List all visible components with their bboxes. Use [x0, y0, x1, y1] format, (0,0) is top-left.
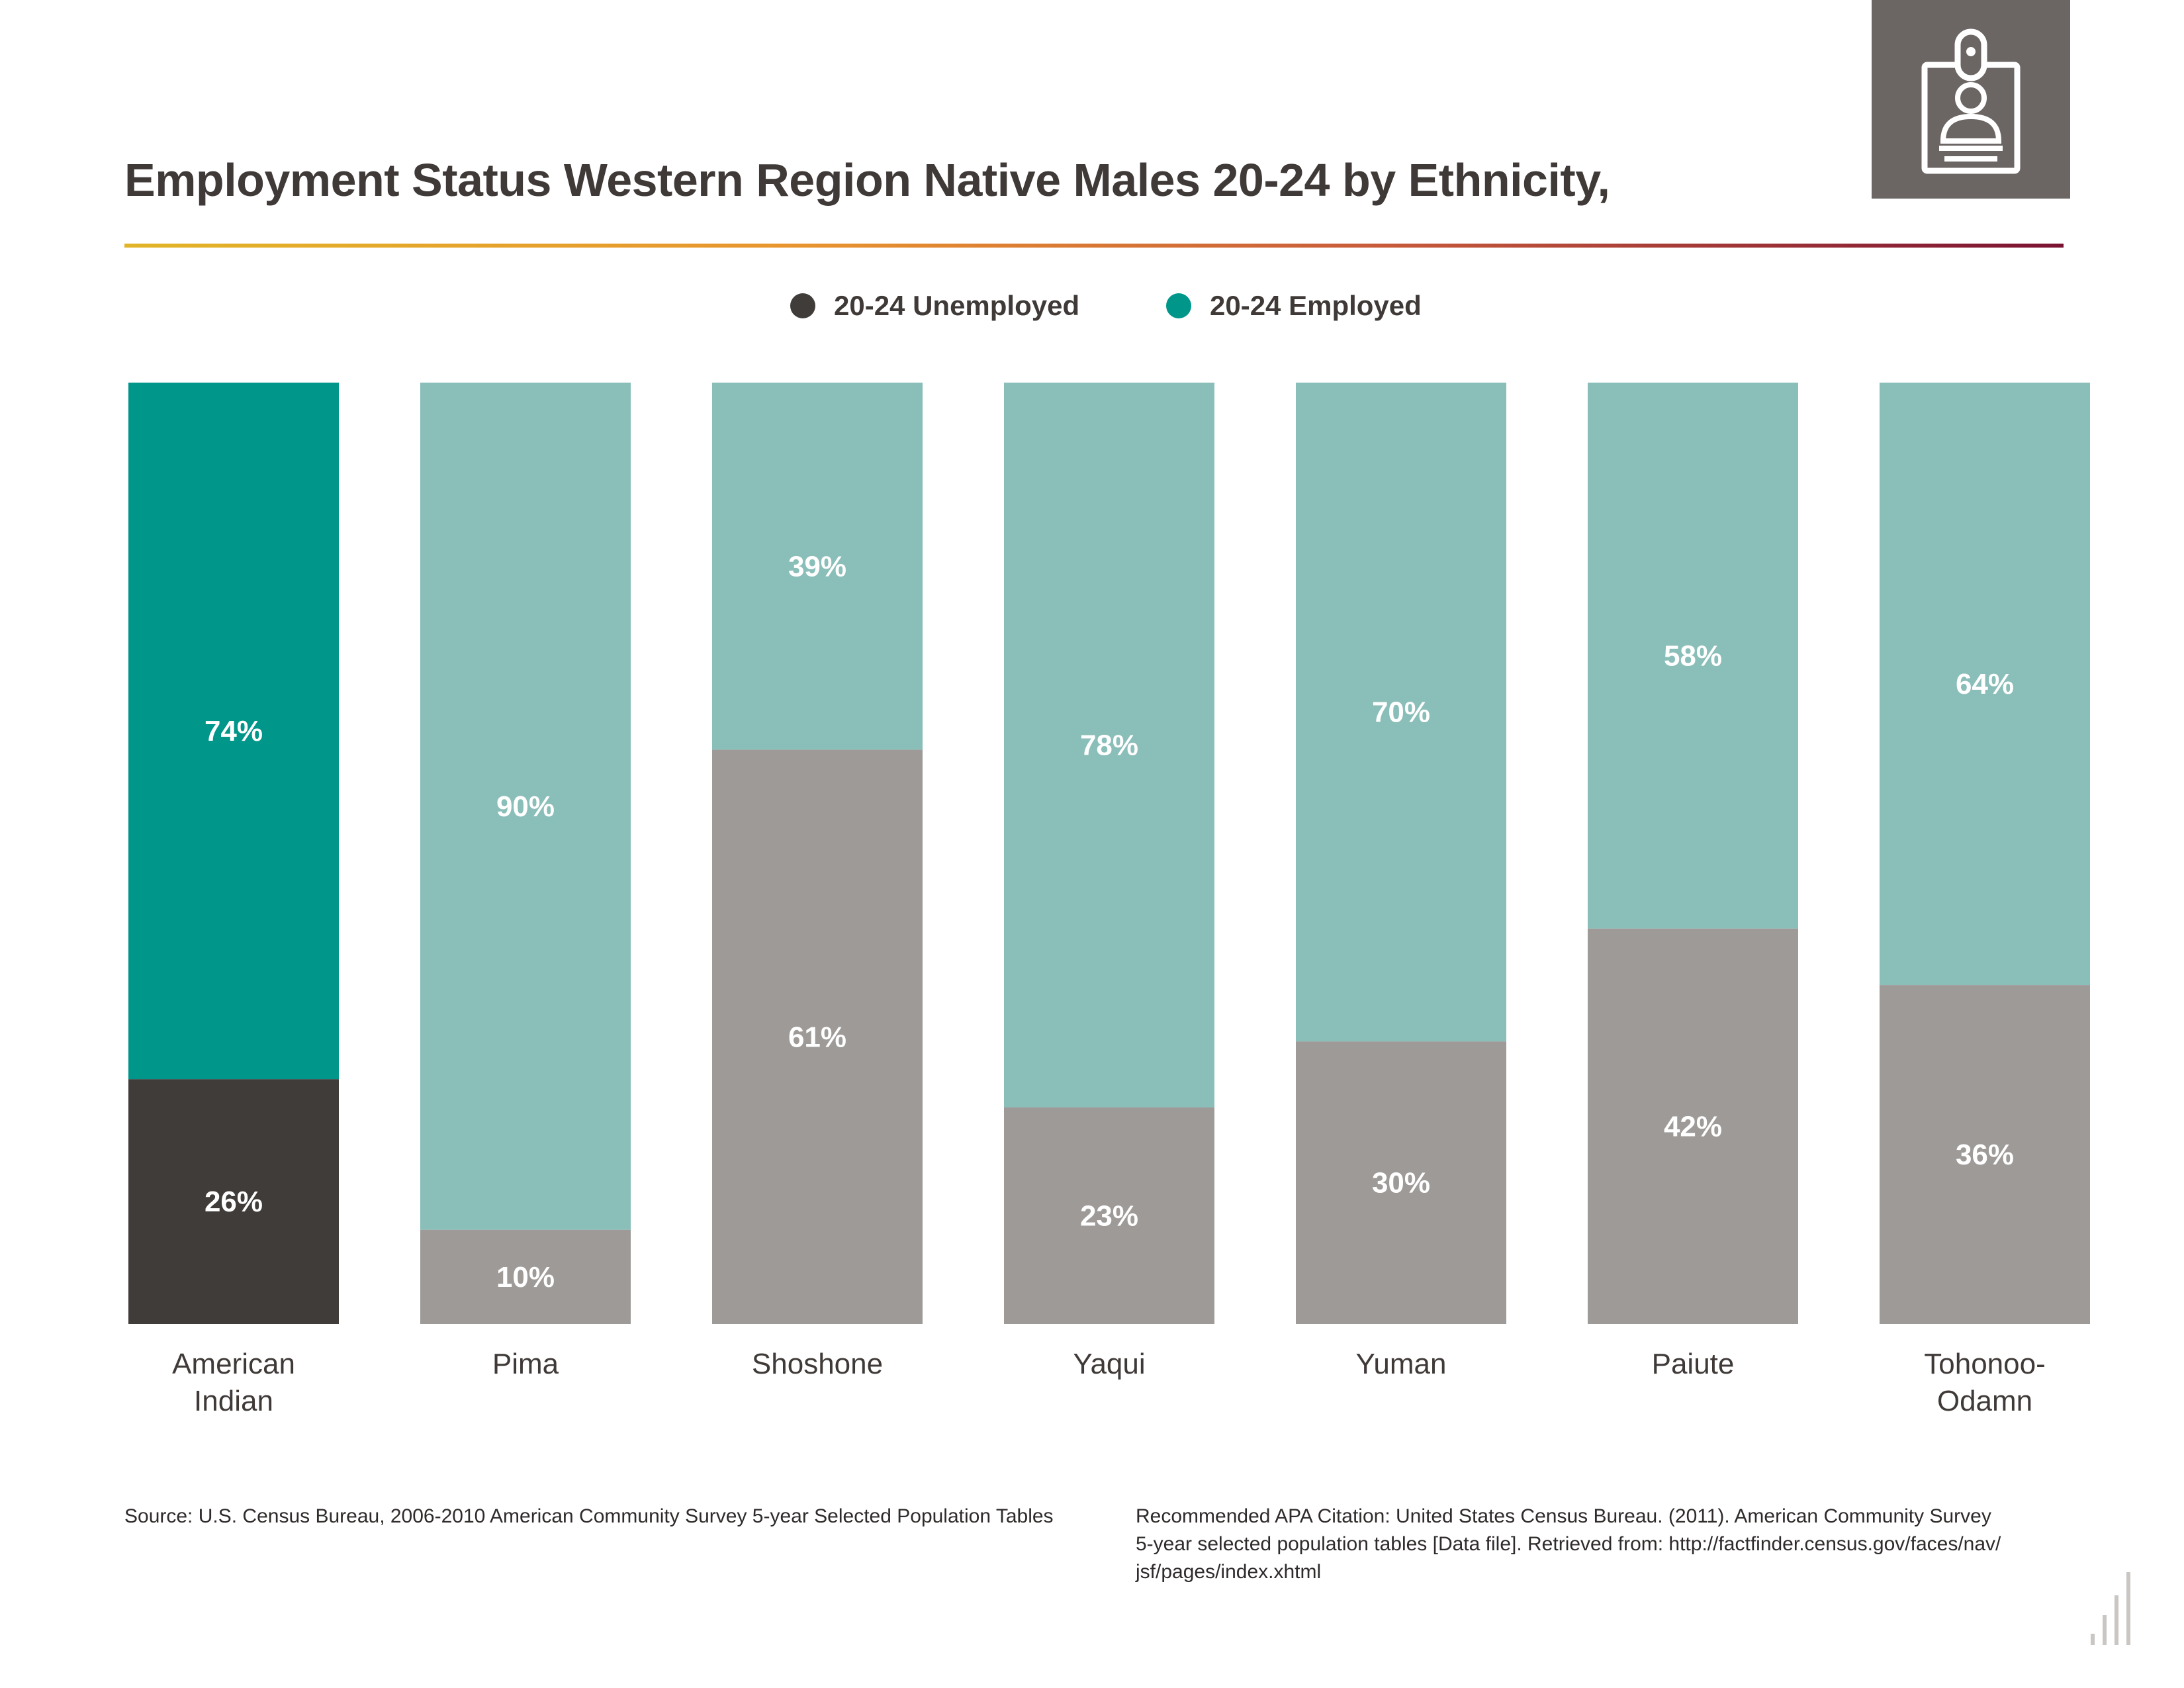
data-label-employed: 70%: [1372, 696, 1430, 729]
data-label-employed: 74%: [205, 715, 263, 747]
category-label: Odamn: [1937, 1385, 2032, 1417]
category-label: Indian: [194, 1385, 273, 1417]
bar-unemployed: [1004, 1107, 1214, 1324]
bar-employed: [1588, 383, 1798, 929]
bar-employed: [1296, 383, 1506, 1042]
category-label: Yaqui: [1073, 1348, 1145, 1380]
citation-line: jsf/pages/index.xhtml: [1136, 1561, 1322, 1583]
data-label-unemployed: 30%: [1372, 1167, 1430, 1199]
bar-unemployed: [712, 749, 923, 1324]
id-badge-icon: [1921, 28, 2021, 174]
legend-swatch-unemployed: [790, 293, 815, 318]
legend-label-employed: 20-24 Employed: [1210, 290, 1422, 321]
legend-label-unemployed: 20-24 Unemployed: [834, 290, 1080, 321]
category-label: Yuman: [1356, 1348, 1447, 1380]
bar-unemployed: [1296, 1041, 1506, 1324]
bar-employed: [128, 383, 339, 1080]
data-label-employed: 58%: [1664, 639, 1722, 672]
bar-employed: [1004, 383, 1214, 1107]
bar-unemployed: [128, 1079, 339, 1324]
bar-employed: [420, 383, 631, 1230]
legend-item-employed: 20-24 Employed: [1166, 290, 1422, 322]
header-badge: [1872, 0, 2070, 199]
bar-unemployed: [1588, 928, 1798, 1324]
bar-employed: [1880, 383, 2090, 986]
data-label-unemployed: 36%: [1956, 1139, 2014, 1171]
bar-logo-icon: [2091, 1572, 2130, 1645]
citation-line: Recommended APA Citation: United States …: [1136, 1505, 1991, 1527]
citation-note: Recommended APA Citation: United States …: [1136, 1503, 2075, 1586]
title-divider: [124, 244, 2064, 248]
chart-legend: 20-24 Unemployed 20-24 Employed: [0, 290, 2184, 330]
chart-title: Employment Status Western Region Native …: [124, 154, 1610, 206]
citation-line: 5-year selected population tables [Data …: [1136, 1533, 2001, 1555]
category-label: Paiute: [1652, 1348, 1735, 1380]
data-label-employed: 78%: [1080, 729, 1138, 761]
legend-swatch-employed: [1166, 293, 1191, 318]
legend-item-unemployed: 20-24 Unemployed: [790, 290, 1079, 322]
data-label-unemployed: 10%: [496, 1261, 555, 1293]
category-label: Tohonoo-: [1924, 1348, 2045, 1380]
category-label: Shoshone: [752, 1348, 883, 1380]
category-label: Pima: [492, 1348, 559, 1380]
data-label-unemployed: 42%: [1664, 1110, 1722, 1143]
data-label-employed: 64%: [1956, 668, 2014, 700]
category-label: American: [172, 1348, 295, 1380]
data-label-employed: 90%: [496, 790, 555, 823]
bar-employed: [712, 383, 923, 750]
data-label-employed: 39%: [788, 550, 846, 583]
bar-unemployed: [1880, 985, 2090, 1324]
data-label-unemployed: 23%: [1080, 1199, 1138, 1232]
bar-unemployed: [420, 1229, 631, 1324]
data-label-unemployed: 61%: [788, 1021, 846, 1053]
data-label-unemployed: 26%: [205, 1186, 263, 1218]
source-note: Source: U.S. Census Bureau, 2006-2010 Am…: [124, 1505, 1054, 1527]
stacked-bar-chart: 74% 26% American Indian 90% 10% Pima 39% 61% Shos…: [128, 383, 2090, 1417]
